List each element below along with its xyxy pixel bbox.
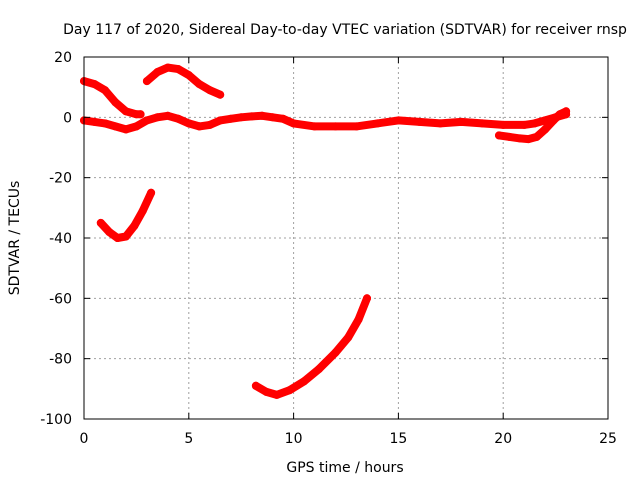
data-point (478, 119, 487, 128)
data-point (262, 387, 271, 396)
data-point (237, 113, 246, 122)
data-point (111, 98, 120, 107)
data-point (105, 228, 114, 236)
data-point (314, 365, 323, 374)
data-point (530, 119, 539, 128)
data-point (562, 107, 571, 116)
x-tick-label: 0 (80, 431, 89, 447)
data-point (121, 232, 130, 241)
data-point (121, 107, 130, 116)
data-point (541, 125, 550, 134)
data-point (153, 68, 162, 77)
tick-layer: 0 5 10 15 20 25 -100 -80 -60 -40 -20 0 20 (40, 50, 617, 447)
data-point (142, 116, 151, 125)
data-point (138, 206, 147, 215)
data-point (505, 132, 514, 141)
data-point (499, 120, 508, 129)
data-point (174, 65, 183, 74)
data-point (516, 134, 524, 143)
data-point (216, 116, 225, 125)
data-point (436, 119, 445, 128)
series-track-3 (96, 188, 156, 242)
plot-frame (83, 56, 609, 420)
data-point (226, 114, 235, 123)
data-point (184, 71, 193, 80)
data-point (279, 114, 288, 123)
data-point (113, 234, 122, 242)
data-point (272, 390, 281, 399)
data-point (247, 112, 256, 121)
data-point (354, 315, 363, 324)
data-point (90, 117, 99, 126)
data-point (344, 333, 353, 342)
data-point (251, 381, 260, 390)
series-track-6 (495, 107, 571, 144)
data-point (352, 122, 361, 131)
data-point (205, 86, 214, 95)
series-line (251, 294, 371, 399)
data-point (268, 113, 277, 122)
data-point (163, 63, 172, 72)
y-tick-label: 20 (54, 50, 72, 66)
data-point (289, 119, 298, 128)
data-point (195, 122, 204, 131)
data-point (363, 294, 371, 303)
x-tick-label: 10 (285, 431, 303, 447)
data-point (101, 119, 109, 128)
y-tick-label: 0 (63, 110, 72, 126)
x-tick-label: 20 (494, 431, 512, 447)
data-point (524, 135, 533, 144)
y-tick-label: -40 (49, 231, 72, 247)
x-tick-label: 15 (389, 431, 407, 447)
data-point (520, 120, 529, 129)
data-point (111, 122, 120, 131)
series-track-1 (80, 77, 145, 119)
data-point (163, 111, 172, 120)
data-point (205, 120, 214, 129)
x-tick-label: 5 (184, 431, 193, 447)
data-point (285, 386, 294, 395)
data-point (130, 221, 139, 230)
data-point (174, 114, 183, 123)
data-point (153, 113, 162, 122)
data-point (90, 80, 99, 89)
series-layer (80, 63, 571, 399)
y-tick-label: -20 (49, 171, 72, 187)
data-point (331, 122, 340, 131)
data-point (495, 131, 503, 140)
data-point (216, 90, 225, 99)
x-axis-label: GPS time / hours (286, 460, 403, 476)
data-point (136, 110, 145, 119)
data-point (331, 348, 340, 357)
data-point (549, 116, 558, 125)
y-axis-label: SDTVAR / TECUs (7, 181, 23, 296)
series-track-2 (142, 63, 225, 99)
data-point (195, 80, 204, 89)
data-point (555, 110, 564, 119)
data-point (457, 117, 466, 126)
x-tick-label: 25 (599, 431, 617, 447)
data-point (101, 86, 109, 95)
data-point (310, 122, 319, 131)
y-tick-label: -60 (49, 291, 72, 307)
data-point (147, 188, 156, 197)
chart-title: Day 117 of 2020, Sidereal Day-to-day VTE… (63, 22, 627, 38)
series-track-4 (251, 294, 371, 399)
y-tick-label: -80 (49, 352, 72, 368)
data-point (142, 77, 151, 86)
data-point (184, 119, 193, 128)
y-tick-label: -100 (40, 412, 72, 428)
data-point (394, 116, 403, 125)
data-point (532, 132, 541, 141)
data-point (132, 122, 141, 131)
data-point (121, 125, 130, 134)
data-point (300, 377, 309, 386)
data-point (415, 117, 424, 126)
data-point (373, 119, 382, 128)
data-point (258, 111, 267, 120)
data-point (96, 218, 105, 227)
